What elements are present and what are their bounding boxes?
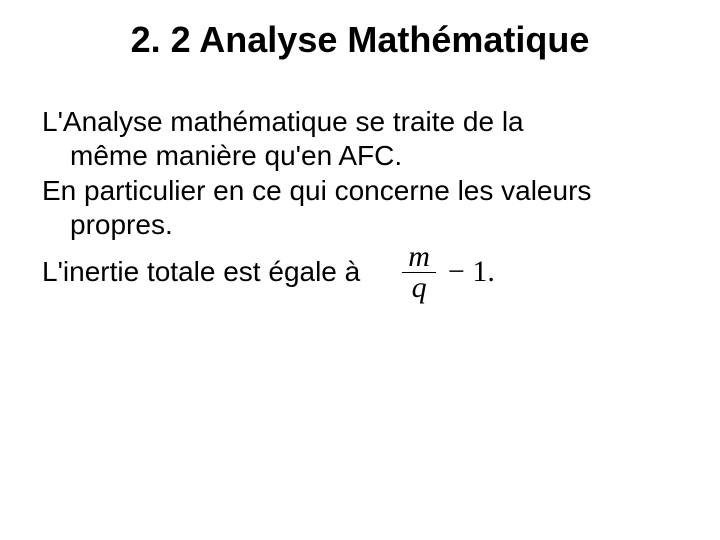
p1-line2: même manière qu'en AFC. — [42, 139, 680, 173]
inertia-formula: m q − 1. — [396, 242, 495, 303]
slide-title: 2. 2 Analyse Mathématique — [40, 18, 680, 61]
p1-line1: L'Analyse mathématique se traite de la — [42, 105, 680, 139]
p3-line1: L'inertie totale est égale à — [42, 255, 360, 289]
paragraph-2: En particulier en ce qui concerne les va… — [42, 174, 680, 242]
fraction-numerator: m — [402, 242, 436, 273]
p2-line1: En particulier en ce qui concerne les va… — [42, 174, 680, 208]
formula-tail: − 1. — [448, 254, 495, 291]
slide-body: L'Analyse mathématique se traite de la m… — [40, 105, 680, 303]
p2-line2: propres. — [42, 208, 680, 242]
fraction-denominator: q — [406, 273, 433, 303]
paragraph-3: L'inertie totale est égale à m q − 1. — [42, 242, 680, 303]
fraction: m q — [402, 242, 436, 303]
paragraph-1: L'Analyse mathématique se traite de la m… — [42, 105, 680, 173]
slide: 2. 2 Analyse Mathématique L'Analyse math… — [0, 0, 720, 540]
